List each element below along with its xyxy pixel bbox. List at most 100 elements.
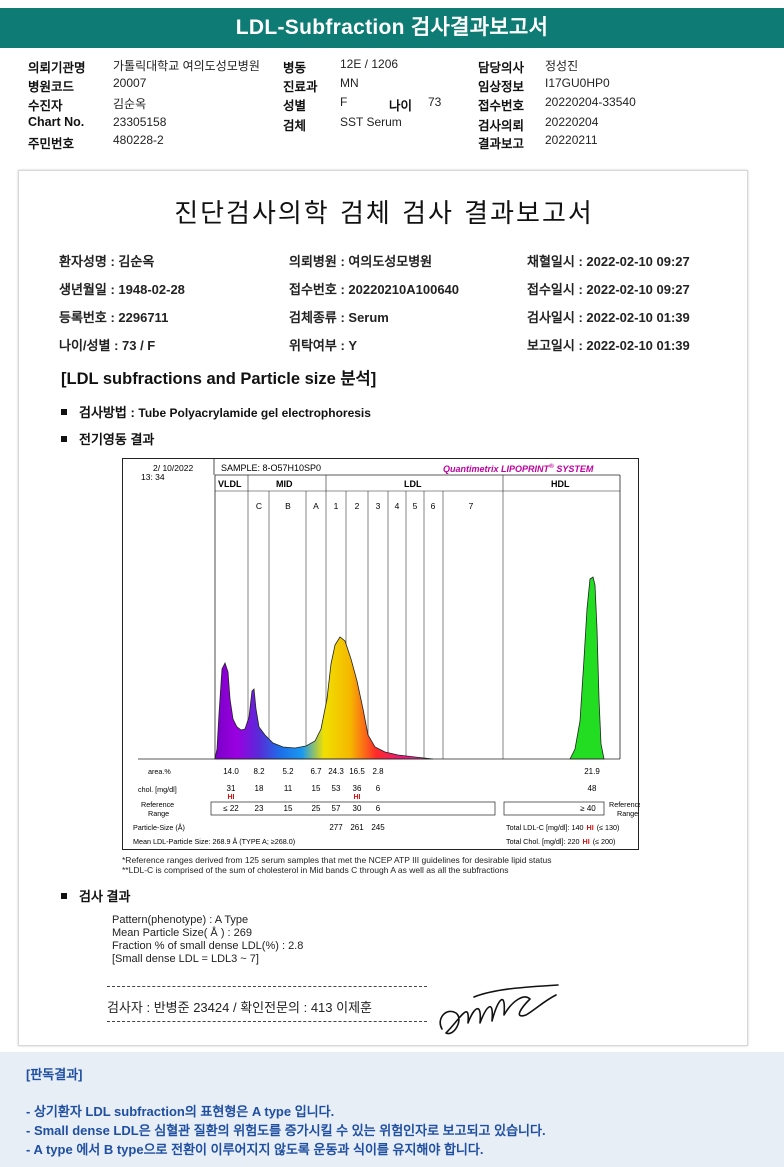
band-2: 2 xyxy=(355,501,360,511)
label-resident-no: 주민번호 xyxy=(28,133,74,152)
brand-logo: Quantimetrix LIPOPRINT® SYSTEM xyxy=(443,462,594,474)
lipoprint-svg: 2/ 10/2022 13: 34 SAMPLE: 8-O57H10SP0 Qu… xyxy=(123,459,640,851)
total-ldl-c: Total LDL-C [mg/dl]: 140HI(≤ 130) xyxy=(506,823,619,832)
method-line: 검사방법 : Tube Polyacrylamide gel electroph… xyxy=(61,402,371,421)
total-cholesterol: Total Chol. [mg/dl]: 220HI(≤ 200) xyxy=(506,837,615,846)
lab-report-document: 진단검사의학 검체 검사 결과보고서 환자성명 : 김순옥 의뢰병원 : 여의도… xyxy=(18,170,748,1046)
ref-b: 15 xyxy=(284,804,293,813)
label-clinical-info: 임상정보 xyxy=(478,76,524,95)
sample-id: SAMPLE: 8-O57H10SP0 xyxy=(221,463,321,473)
footnote-reference: *Reference ranges derived from 125 serum… xyxy=(122,855,551,865)
interpretation-title: [판독결과] xyxy=(26,1064,83,1083)
chol-vldl: 31 xyxy=(227,784,236,793)
chol-ldl3: 6 xyxy=(376,784,381,793)
value-report-date: 20220211 xyxy=(545,133,598,147)
hdl-peak-curve xyxy=(570,577,604,759)
value-patient: 김순옥 xyxy=(113,95,146,112)
value-age: 73 xyxy=(428,95,441,109)
label-hospital-code: 병원코드 xyxy=(28,76,74,95)
chol-c: 18 xyxy=(255,784,264,793)
specimen-type: 검체종류 : Serum xyxy=(289,307,389,326)
row-label-range: Range xyxy=(148,809,169,818)
value-department: MN xyxy=(340,76,359,90)
mean-ldl-particle-size: Mean LDL-Particle Size: 268.9 Å (TYPE A;… xyxy=(133,837,295,846)
value-receipt-no: 20220204-33540 xyxy=(545,95,636,109)
value-hospital-code: 20007 xyxy=(113,76,146,90)
report-heading: 진단검사의학 검체 검사 결과보고서 xyxy=(19,193,749,230)
psize-ldl3: 245 xyxy=(371,823,385,832)
ref-ldl2: 30 xyxy=(353,804,362,813)
label-age: 나이 xyxy=(389,95,412,114)
label-patient: 수진자 xyxy=(28,95,63,114)
area-ldl1: 24.3 xyxy=(328,767,344,776)
label-report-date: 결과보고 xyxy=(478,133,524,152)
area-hdl: 21.9 xyxy=(584,767,600,776)
label-institution: 의뢰기관명 xyxy=(28,57,86,76)
footnote-ldl-c: **LDL-C is comprised of the sum of chole… xyxy=(122,865,508,875)
label-ward: 병동 xyxy=(283,57,306,76)
interpretation-line-1: - 상기환자 LDL subfraction의 표현형은 A type 입니다. xyxy=(26,1101,334,1120)
band-a: A xyxy=(313,501,319,511)
band-4: 4 xyxy=(395,501,400,511)
signer-line: 검사자 : 반병준 23424 / 확인전문의 : 413 이제훈 xyxy=(107,997,372,1016)
value-sex: F xyxy=(340,95,347,109)
group-ldl: LDL xyxy=(404,479,422,489)
hi-flag-vldl: HI xyxy=(228,794,235,801)
bullet-icon xyxy=(61,893,67,899)
band-c: C xyxy=(256,501,262,511)
area-ldl3: 2.8 xyxy=(372,767,384,776)
interpretation-line-3: - A type 에서 B type으로 전환이 이루어지지 않도록 운동과 식… xyxy=(26,1139,483,1158)
report-title-bar: LDL-Subfraction 검사결과보고서 xyxy=(0,8,784,48)
result-mean-size: Mean Particle Size( Å ) : 269 xyxy=(112,927,303,940)
referring-hospital: 의뢰병원 : 여의도성모병원 xyxy=(289,251,432,270)
value-clinical-info: I17GU0HP0 xyxy=(545,76,610,90)
patient-name: 환자성명 : 김순옥 xyxy=(59,251,154,270)
section-title: [LDL subfractions and Particle size 분석] xyxy=(61,365,376,389)
interpretation-line-2: - Small dense LDL은 심혈관 질환의 위험도를 증가시킬 수 있… xyxy=(26,1120,546,1139)
label-chart-no: Chart No. xyxy=(28,115,84,129)
group-hdl: HDL xyxy=(551,479,570,489)
registration-number: 등록번호 : 2296711 xyxy=(59,307,168,326)
chol-hdl: 48 xyxy=(588,784,597,793)
chol-b: 11 xyxy=(284,784,293,793)
row-label-chol: chol. [mg/dl] xyxy=(138,785,177,794)
value-institution: 가톨릭대학교 여의도성모병원 xyxy=(113,57,260,74)
label-doctor: 담당의사 xyxy=(478,57,524,76)
result-heading: 검사 결과 xyxy=(61,886,130,905)
row-label-area: area.% xyxy=(148,767,171,776)
ref-c: 23 xyxy=(255,804,264,813)
label-sex: 성별 xyxy=(283,95,306,114)
consignment-flag: 위탁여부 : Y xyxy=(289,335,357,354)
label-receipt-no: 접수번호 xyxy=(478,95,524,114)
electrophoresis-heading: 전기영동 결과 xyxy=(61,429,154,448)
bullet-icon xyxy=(61,409,67,415)
area-a: 6.7 xyxy=(310,767,322,776)
group-vldl: VLDL xyxy=(218,479,242,489)
group-mid: MID xyxy=(276,479,293,489)
chol-a: 15 xyxy=(312,784,321,793)
row-label-reference: Reference xyxy=(141,800,174,809)
band-7: 7 xyxy=(469,501,474,511)
chart-time: 13: 34 xyxy=(141,472,165,482)
value-specimen: SST Serum xyxy=(340,115,402,129)
band-3: 3 xyxy=(376,501,381,511)
chol-ldl1: 53 xyxy=(332,784,341,793)
value-chart-no: 23305158 xyxy=(113,115,166,129)
psize-ldl1: 277 xyxy=(329,823,343,832)
label-request-date: 검사의뢰 xyxy=(478,115,524,134)
value-resident-no: 480228-2 xyxy=(113,133,164,147)
ref-vldl: ≤ 22 xyxy=(223,804,239,813)
divider-line xyxy=(107,1021,427,1022)
value-doctor: 정성진 xyxy=(545,57,578,74)
request-info: 의뢰기관명 가톨릭대학교 여의도성모병원 병동 12E / 1206 담당의사 … xyxy=(0,52,784,154)
value-ward: 12E / 1206 xyxy=(340,57,398,71)
label-department: 진료과 xyxy=(283,76,318,95)
result-sdldl-fraction: Fraction % of small dense LDL(%) : 2.8 xyxy=(112,940,303,953)
hi-flag-ldl2: HI xyxy=(354,794,361,801)
accession-number: 접수번호 : 20220210A100640 xyxy=(289,279,459,298)
ref-ldl1: 57 xyxy=(332,804,341,813)
band-1: 1 xyxy=(334,501,339,511)
area-b: 5.2 xyxy=(282,767,294,776)
area-ldl2: 16.5 xyxy=(349,767,365,776)
birth-date: 생년월일 : 1948-02-28 xyxy=(59,279,185,298)
